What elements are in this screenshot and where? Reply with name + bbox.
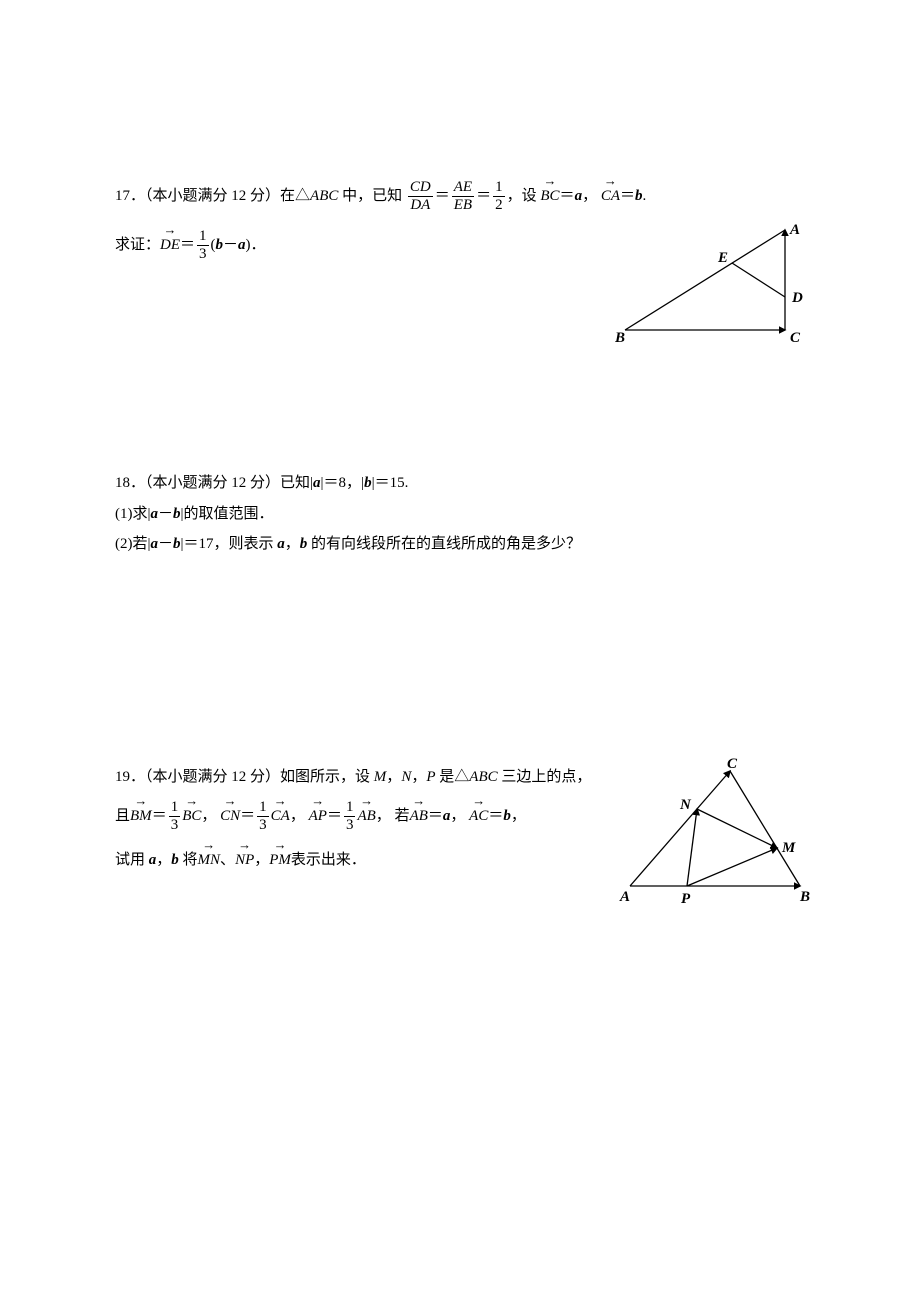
svg-text:M: M [781, 840, 796, 856]
p17-points: 12 [231, 188, 246, 204]
p19-figure: A B C M N P [615, 756, 815, 919]
p17-prove: 求证： [115, 237, 160, 253]
p17-frac1: CDDA [408, 180, 433, 213]
triangle-bca-icon: A B C D E [615, 220, 815, 350]
svg-text:C: C [790, 330, 801, 346]
p17-ps: 分） [246, 188, 280, 204]
page: 17．（本小题满分 12 分）在△ABC 中，已知 CDDA＝AEEB＝12，设… [0, 0, 920, 1012]
p17-resfrac: 13 [197, 229, 209, 262]
svg-text:N: N [679, 797, 692, 813]
svg-text:P: P [681, 891, 691, 907]
p17-num: 17 [115, 188, 130, 204]
p17-sc: ，设 [507, 188, 541, 204]
svg-text:A: A [789, 222, 800, 238]
p17-figure: A B C D E [615, 220, 815, 358]
problem-19: 19．（本小题满分 12 分）如图所示，设 M，N，P 是△ABC 三边上的点，… [115, 766, 805, 872]
p17-sb: 中，已知 [338, 188, 406, 204]
p17-eq1: ＝ [435, 188, 450, 204]
svg-text:B: B [615, 330, 625, 346]
svg-text:D: D [791, 290, 803, 306]
svg-text:B: B [799, 889, 810, 905]
p17-frac2: AEEB [452, 180, 474, 213]
p18-q1: (1)求|a－b|的取值范围． [115, 503, 805, 526]
p19-num: 19 [115, 769, 130, 785]
p18-num: 18 [115, 475, 130, 491]
p17-a: a [575, 188, 583, 204]
p17-vecDE: →DE [160, 234, 180, 257]
p17-line1: 17．（本小题满分 12 分）在△ABC 中，已知 CDDA＝AEEB＝12，设… [115, 180, 805, 213]
p17-eq2: ＝ [476, 188, 491, 204]
problem-17: 17．（本小题满分 12 分）在△ABC 中，已知 CDDA＝AEEB＝12，设… [115, 180, 805, 262]
svg-text:E: E [717, 250, 728, 266]
p17-vecCA: →CA [601, 185, 620, 208]
p17-vecBC: →BC [540, 185, 559, 208]
svg-text:A: A [619, 889, 630, 905]
p17-sa: 在△ [280, 188, 310, 204]
p17-tri: ABC [310, 188, 338, 204]
triangle-mnp-icon: A B C M N P [615, 756, 815, 911]
p17-pp: ．（本小题满分 [130, 188, 231, 204]
p18-line1: 18．（本小题满分 12 分）已知|a|＝8，|b|＝15. [115, 472, 805, 495]
p18-q2: (2)若|a－b|＝17，则表示 a，b 的有向线段所在的直线所成的角是多少？ [115, 533, 805, 556]
p17-frac3: 12 [493, 180, 505, 213]
svg-text:C: C [727, 756, 738, 772]
problem-18: 18．（本小题满分 12 分）已知|a|＝8，|b|＝15. (1)求|a－b|… [115, 472, 805, 556]
p17-b: b [635, 188, 643, 204]
